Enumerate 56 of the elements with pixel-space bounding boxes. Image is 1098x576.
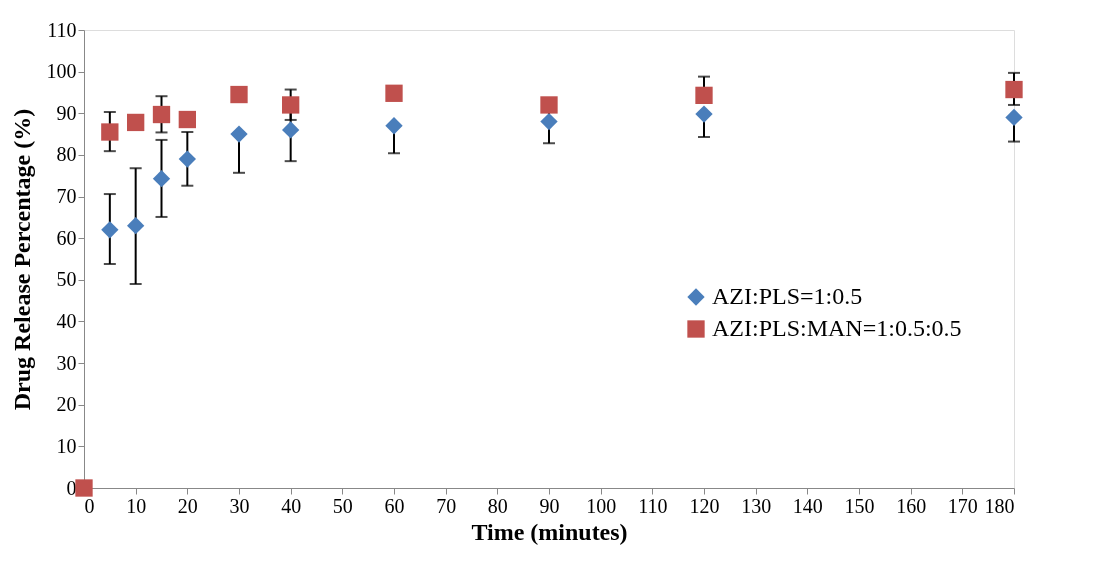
x-tick-label: 160: [896, 494, 927, 517]
y-tick-label: 30: [56, 351, 77, 374]
point: [127, 113, 145, 132]
point: [385, 117, 403, 135]
x-tick-label: 90: [539, 494, 560, 517]
x-tick-label: 30: [229, 494, 250, 517]
x-tick-label: 0: [84, 494, 95, 517]
y-tick-label: 80: [56, 143, 77, 166]
x-tick-label: 10: [126, 494, 147, 517]
y-tick-label: 90: [56, 101, 77, 124]
point: [230, 85, 248, 104]
point: [695, 86, 713, 105]
point: [152, 105, 171, 124]
point: [101, 123, 119, 141]
point: [540, 96, 558, 114]
point: [282, 121, 300, 139]
point: [178, 150, 196, 168]
x-tick-label: 140: [792, 494, 823, 517]
x-tick-label: 100: [586, 494, 617, 517]
x-tick-label: 20: [177, 494, 198, 517]
y-tick-label: 110: [47, 18, 77, 41]
y-tick-label: 70: [56, 185, 77, 208]
y-tick-label: 0: [66, 476, 77, 499]
x-tick-label: 70: [436, 494, 457, 517]
y-tick-label: 50: [56, 268, 77, 291]
point: [1005, 80, 1023, 99]
x-tick-label: 110: [638, 494, 668, 517]
point: [540, 112, 558, 131]
legend-label: AZI:PLS:MAN=1:0.5:0.5: [712, 315, 962, 341]
x-tick-label: 60: [384, 494, 405, 517]
y-tick-label: 10: [56, 434, 77, 457]
x-tick-label: 40: [281, 494, 302, 517]
y-tick-label: 60: [56, 226, 77, 249]
y-tick-label: 20: [56, 393, 77, 416]
point: [101, 221, 119, 239]
point: [230, 125, 248, 143]
point: [282, 96, 300, 114]
point: [385, 84, 403, 102]
x-tick-label: 80: [487, 494, 508, 517]
point: [75, 479, 93, 497]
y-axis-title: Drug Release Percentage (%): [8, 108, 35, 411]
point: [152, 169, 171, 188]
x-tick-label: 150: [844, 494, 875, 517]
x-tick-label: 50: [332, 494, 353, 517]
point: [127, 217, 145, 235]
x-tick-label: 180: [984, 494, 1015, 517]
legend-label: AZI:PLS=1:0.5: [712, 283, 863, 309]
point: [178, 110, 196, 129]
x-tick-label: 170: [947, 494, 978, 517]
point: [1005, 108, 1023, 127]
y-tick-label: 100: [46, 60, 77, 83]
x-axis-title: Time (minutes): [471, 518, 628, 545]
y-tick-label: 40: [56, 309, 77, 332]
x-tick-label: 130: [741, 494, 772, 517]
x-tick-label: 120: [689, 494, 720, 517]
point: [695, 105, 713, 123]
